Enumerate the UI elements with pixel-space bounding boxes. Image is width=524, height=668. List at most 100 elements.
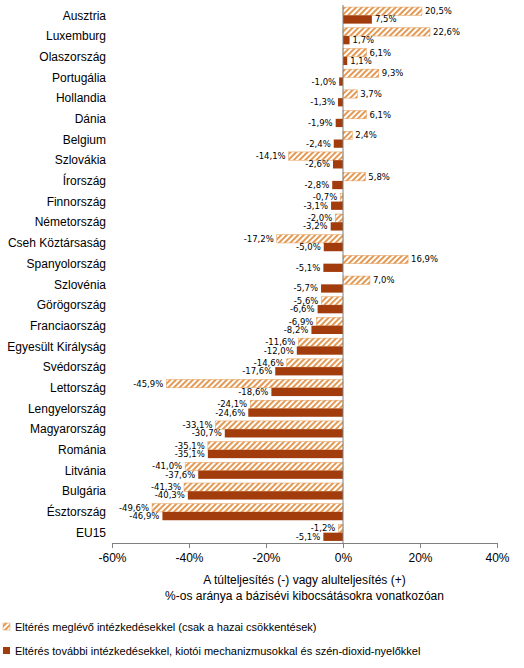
category-label: Finnország [47,195,106,209]
bar [287,359,343,367]
bar [331,222,343,230]
tick-label: 20% [408,551,432,565]
bar [343,15,372,23]
bar [152,504,343,512]
tick-mark [266,543,267,548]
tick-label: -60% [98,551,126,565]
category-label: Szlovénia [54,278,106,292]
bar [311,326,343,334]
bar [336,119,343,127]
tick-mark [497,543,498,548]
category-label: Románia [58,443,106,457]
bar [343,90,357,98]
category-label: Észtország [47,504,106,519]
data-label: 5,8% [368,172,390,182]
bar [338,98,343,106]
data-label: -1,0% [311,77,336,87]
bar [321,297,343,305]
category-label: Spanyolország [27,257,106,271]
bar [334,140,343,148]
tick-mark [420,543,421,548]
bar [343,276,370,284]
data-label: -30,7% [192,428,222,438]
bar [323,533,343,541]
bar [225,429,343,437]
category-label: Hollandia [56,91,106,105]
data-label: -3,1% [303,201,328,211]
category-label: Svédország [43,360,106,374]
data-label: -17,2% [244,234,274,244]
data-label: -8,2% [284,325,309,335]
data-label: -45,9% [133,379,163,389]
data-label: -2,8% [305,180,330,190]
tick-mark [343,543,344,548]
data-label: -3,2% [303,221,328,231]
data-label: 6,1% [369,48,391,58]
category-label: Dánia [75,112,107,126]
bar [208,442,343,450]
category-label: Olaszország [39,50,106,64]
category-label: Németország [35,215,106,229]
data-label: -1,3% [310,97,335,107]
bar [275,367,343,375]
category-labels: Ausztria Luxemburg Olaszország Portugália Ho… [7,9,106,540]
bar [343,69,379,77]
tick-mark [112,543,113,548]
bars [152,7,430,541]
tick-label: -20% [252,551,280,565]
category-label: Lengyelország [28,402,106,416]
data-labels: 20,5%22,6%6,1%9,3%3,7%6,1%2,4%-14,1%5,8%… [119,6,460,542]
data-label: 22,6% [433,27,460,37]
legend-swatch [3,647,10,654]
chart: Ausztria Luxemburg Olaszország Portugália Ho… [0,0,524,668]
legend-label: Eltérés további intézkedésekkel, kiotói … [15,645,420,657]
bar [343,57,347,65]
bar [162,512,343,520]
legend-swatch [3,623,10,630]
bar [188,491,343,499]
data-label: -6,6% [290,304,315,314]
legend: Eltérés meglévő intézkedésekkel (csak a … [3,621,420,657]
category-label: Portugália [52,71,106,85]
category-label: Luxemburg [46,29,106,43]
data-label: -18,6% [238,387,268,397]
data-label: 16,9% [411,254,438,264]
category-label: Ausztria [63,9,107,23]
tick-label: 0% [335,551,353,565]
data-label: 1,1% [350,56,372,66]
category-label: Bulgária [62,484,106,498]
bar [343,36,350,44]
data-label: -2,6% [305,159,330,169]
data-label: -37,6% [165,470,195,480]
x-axis: -60%-40%-20%0%20%40% [98,543,509,565]
data-label: 3,7% [360,89,382,99]
data-label: -46,9% [129,511,159,521]
axis-title: %-os aránya a bázisévi kibocsátásokra vo… [165,589,444,603]
bar [316,317,343,325]
bar [324,243,343,251]
tick-mark [189,543,190,548]
category-label: Egyesült Királyság [7,340,106,354]
tick-label: 40% [485,551,509,565]
axis-line [113,543,498,544]
bar [297,346,343,354]
bar [331,202,343,210]
category-label: Franciaország [30,319,106,333]
bar [208,450,343,458]
legend-label: Eltérés meglévő intézkedésekkel (csak a … [15,621,316,633]
data-label: 7,0% [373,275,395,285]
data-label: 7,5% [375,14,397,24]
bar [198,471,343,479]
category-label: Lettország [50,381,106,395]
data-label: -5,1% [296,532,321,542]
bar [185,462,343,470]
data-label: -35,1% [175,449,205,459]
tick: -60% [98,543,126,565]
bar [343,111,366,119]
category-axis [343,5,344,543]
bar [216,421,343,429]
bar [343,255,408,263]
data-label: -2,4% [306,139,331,149]
axis-title: A túlteljesítés (-) vagy alulteljesítés … [203,573,405,587]
bar [184,483,343,491]
